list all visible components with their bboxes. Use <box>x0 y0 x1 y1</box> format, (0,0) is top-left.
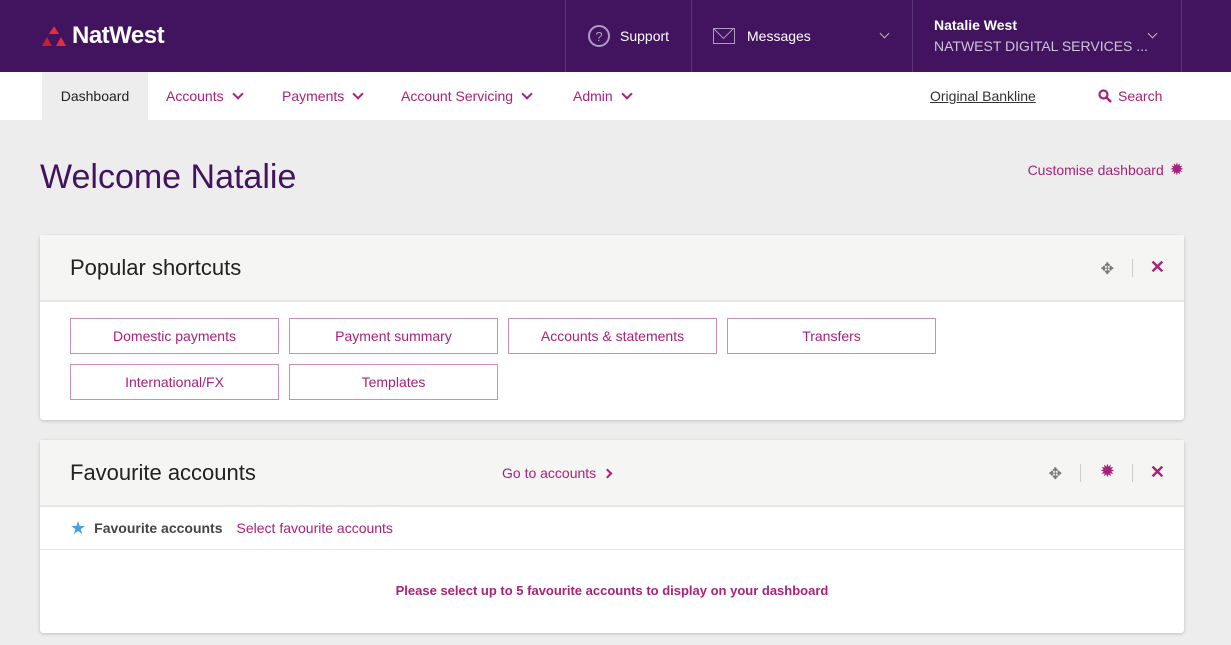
help-icon: ? <box>588 25 610 47</box>
messages-button[interactable]: Messages <box>691 0 913 72</box>
brand-name: NatWest <box>72 22 165 49</box>
go-to-accounts-link[interactable]: Go to accounts <box>502 465 613 481</box>
shortcut-payment-summary[interactable]: Payment summary <box>289 318 498 354</box>
favourite-accounts-card: Favourite accounts Go to accounts ✥ ✹ ✕ … <box>40 440 1184 633</box>
search-icon <box>1098 89 1112 103</box>
close-icon[interactable]: ✕ <box>1149 462 1165 482</box>
favourites-label: Favourite accounts <box>94 520 223 536</box>
shortcut-accounts-statements[interactable]: Accounts & statements <box>508 318 717 354</box>
move-icon[interactable]: ✥ <box>1100 261 1114 278</box>
page-title: Welcome Natalie <box>40 158 297 196</box>
card-title: Popular shortcuts <box>70 255 242 280</box>
chevron-down-icon <box>879 28 890 39</box>
user-name: Natalie West <box>934 17 1017 33</box>
nav-dashboard[interactable]: Dashboard <box>42 72 148 120</box>
shortcut-transfers[interactable]: Transfers <box>727 318 936 354</box>
customise-dashboard-link[interactable]: Customise dashboard ✹ <box>1027 160 1184 179</box>
gear-icon: ✹ <box>1169 160 1184 179</box>
search-button[interactable]: Search <box>1098 72 1162 120</box>
shortcut-templates[interactable]: Templates <box>289 364 498 400</box>
popular-shortcuts-card: Popular shortcuts ✥ ✕ Domestic payments … <box>40 235 1184 420</box>
support-label: Support <box>620 28 670 44</box>
natwest-logo[interactable]: NatWest <box>42 22 165 50</box>
close-icon[interactable]: ✕ <box>1149 257 1165 277</box>
user-menu[interactable]: Natalie West NATWEST DIGITAL SERVICES ..… <box>912 0 1182 72</box>
shortcut-international-fx[interactable]: International/FX <box>70 364 279 400</box>
nav-admin[interactable]: Admin <box>573 72 633 120</box>
messages-label: Messages <box>747 28 811 44</box>
chevron-down-icon <box>521 87 533 100</box>
chevron-down-icon <box>231 87 244 100</box>
chevron-down-icon <box>352 87 364 100</box>
support-button[interactable]: ? Support <box>565 0 692 72</box>
natwest-logo-icon <box>42 26 66 46</box>
chevron-right-icon <box>602 468 613 478</box>
card-title: Favourite accounts <box>70 460 256 485</box>
envelope-icon <box>713 28 735 44</box>
empty-message: Please select up to 5 favourite accounts… <box>395 583 829 598</box>
select-favourite-accounts-link[interactable]: Select favourite accounts <box>236 520 393 536</box>
top-bar: NatWest ? Support Messages Natalie West … <box>0 0 1231 72</box>
organisation-name: NATWEST DIGITAL SERVICES ... <box>934 38 1148 54</box>
gear-icon[interactable]: ✹ <box>1099 461 1115 481</box>
star-icon: ★ <box>70 517 87 538</box>
original-bankline-link[interactable]: Original Bankline <box>930 88 1036 104</box>
nav-payments[interactable]: Payments <box>282 72 364 120</box>
chevron-down-icon <box>621 87 633 100</box>
nav-accounts[interactable]: Accounts <box>166 72 244 120</box>
nav-account-servicing[interactable]: Account Servicing <box>401 72 533 120</box>
move-icon[interactable]: ✥ <box>1048 466 1062 483</box>
main-nav: Dashboard Accounts Payments Account Serv… <box>0 72 1231 120</box>
shortcut-domestic-payments[interactable]: Domestic payments <box>70 318 279 354</box>
